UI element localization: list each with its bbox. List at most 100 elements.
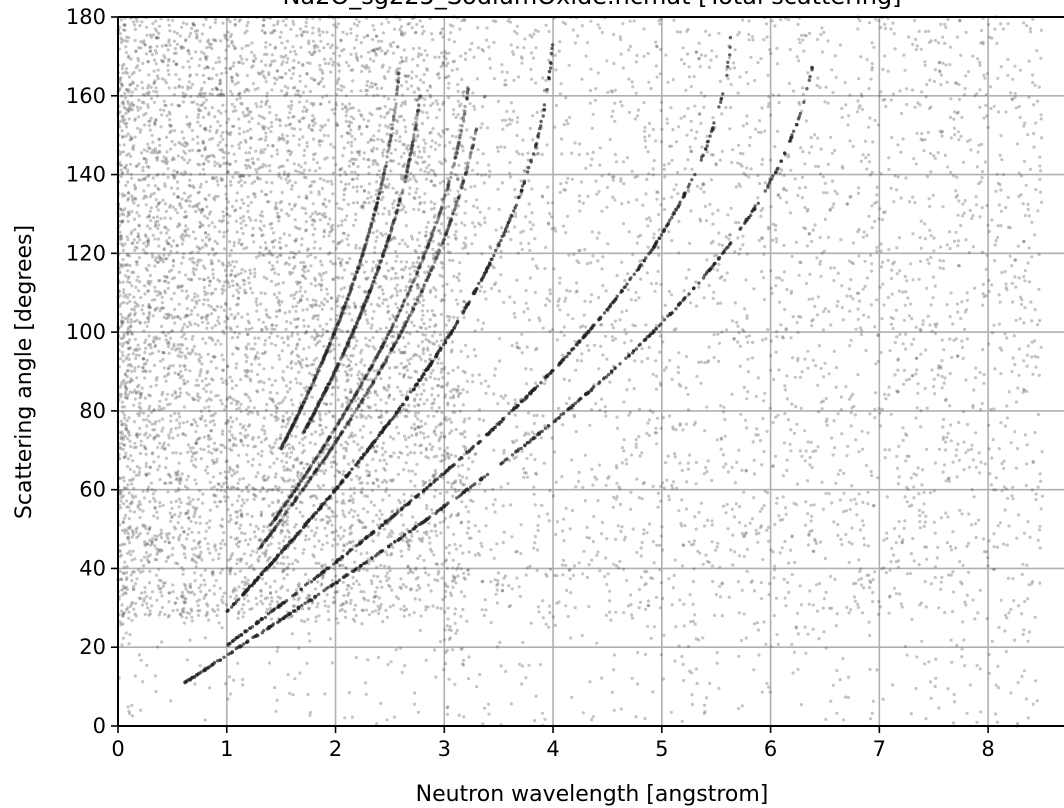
scatter-point [657,213,661,217]
scatter-point [818,540,823,544]
scatter-point [145,25,149,29]
scatter-point [763,181,767,185]
scatter-point [212,460,216,464]
scatter-point [733,481,737,485]
scatter-point [367,191,371,195]
scatter-point [206,434,210,438]
scatter-point [775,129,780,133]
scatter-point [678,598,682,602]
scatter-point [502,300,506,304]
scatter-point [456,574,460,578]
scatter-point [284,460,289,465]
scatter-point [620,104,624,108]
scatter-point [918,526,922,530]
scatter-point [244,359,248,364]
scatter-point [920,90,924,94]
scatter-point [236,296,241,301]
scatter-point [160,295,164,299]
scatter-point [463,223,467,227]
scatter-point [400,238,405,242]
scatter-point [294,252,298,256]
scatter-point [261,602,265,606]
scatter-point [422,436,427,440]
scatter-point [414,521,418,525]
scatter-point [1006,496,1010,500]
scatter-point [789,428,793,432]
scatter-point [531,138,535,142]
scatter-point [208,25,212,29]
scatter-point [245,562,249,566]
scatter-point [170,297,174,301]
scatter-point [388,42,392,46]
scatter-point [464,199,468,203]
scatter-point [915,368,919,372]
scatter-point [241,61,245,65]
scatter-point [454,115,458,120]
scatter-point [178,477,182,481]
scatter-point [426,171,430,175]
scatter-point [403,125,408,129]
scatter-point [875,193,879,197]
scatter-point [494,19,498,24]
scatter-point [325,593,329,597]
scatter-point [326,180,330,184]
scatter-point [148,581,152,585]
scatter-point [580,352,584,356]
scatter-point [142,357,146,361]
scatter-point [302,547,306,552]
scatter-point [476,46,480,50]
scatter-point [353,560,357,564]
scatter-point [388,159,392,163]
scatter-point [325,388,329,392]
scatter-point [460,463,464,467]
scatter-point [355,34,359,38]
scatter-point [292,66,296,70]
scatter-point [380,22,384,26]
scatter-point [530,187,534,191]
scatter-point [598,163,602,167]
scatter-point [621,160,626,164]
scatter-point [212,609,217,614]
scatter-point [218,148,222,152]
scatter-point [372,309,376,313]
scatter-point [171,258,175,262]
scatter-point [831,179,835,183]
scatter-point [317,614,321,618]
scatter-point [555,338,560,342]
scatter-point [372,574,376,578]
scatter-point [225,264,229,268]
scatter-point [313,78,317,82]
scatter-point [278,253,282,257]
scatter-point [132,20,136,24]
scatter-point [379,563,383,568]
scatter-point [767,101,771,106]
scatter-point [415,588,419,592]
scatter-point [158,500,162,505]
scatter-point [137,214,141,218]
scatter-point [349,354,353,358]
scatter-point [997,203,1001,207]
scatter-point [210,87,215,92]
scatter-point [269,446,273,450]
scatter-point [782,441,787,445]
scatter-point [434,323,438,327]
scatter-point [184,512,188,516]
scatter-point [157,404,161,408]
scatter-point [385,487,389,491]
scatter-point [126,532,130,536]
scatter-point [655,442,659,446]
scatter-point [447,204,451,209]
scatter-point [993,243,997,247]
scatter-point [140,80,144,84]
scatter-point [121,353,125,358]
scatter-point [341,492,345,496]
scatter-point [367,119,371,123]
scatter-point [334,574,338,578]
scatter-point [172,192,176,196]
scatter-point [707,65,712,69]
scatter-point [491,503,495,507]
scatter-point [717,262,721,266]
scatter-point [179,206,184,210]
scatter-point [600,30,605,35]
scatter-point [247,151,251,155]
